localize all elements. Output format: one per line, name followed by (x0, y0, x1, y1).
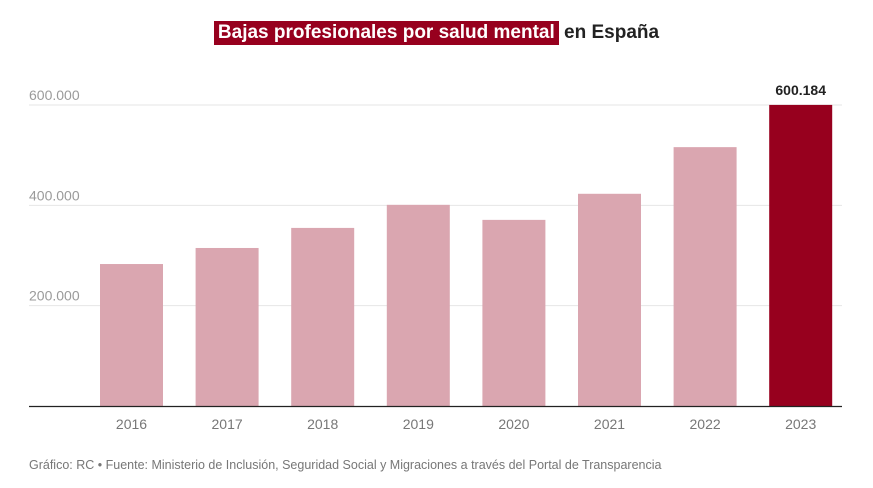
chart-title-highlight: Bajas profesionales por salud mental (213, 21, 559, 45)
x-tick-label: 2018 (307, 416, 338, 432)
x-axis-ticks: 2016 2017 2018 2019 2020 2021 2022 2023 (116, 416, 817, 432)
data-label: 600.184 (775, 82, 826, 98)
bar-2017 (195, 247, 259, 406)
chart-title: Bajas profesionales por salud mental en … (0, 21, 873, 45)
x-tick-label: 2023 (785, 416, 816, 432)
bar-2019 (386, 204, 450, 406)
x-tick-label: 2020 (498, 416, 529, 432)
y-tick-label: 400.000 (29, 187, 80, 203)
y-tick-label: 600.000 (29, 87, 80, 103)
x-tick-label: 2019 (403, 416, 434, 432)
bar-2016 (100, 264, 163, 406)
bar-2021 (578, 193, 641, 406)
y-axis-ticks: 200.000 400.000 600.000 (29, 87, 80, 304)
x-tick-label: 2017 (212, 416, 243, 432)
bar-2020 (482, 219, 546, 406)
y-tick-label: 200.000 (29, 288, 80, 304)
x-tick-label: 2022 (690, 416, 721, 432)
data-labels: 600.184 (775, 82, 826, 98)
bar-2023 (769, 104, 833, 407)
bar-2018 (291, 227, 355, 406)
x-tick-label: 2016 (116, 416, 147, 432)
chart-title-rest: en España (564, 22, 660, 43)
bars (100, 104, 833, 407)
source-note: Gráfico: RC • Fuente: Ministerio de Incl… (29, 458, 662, 472)
bar-2022 (673, 147, 737, 406)
x-tick-label: 2021 (594, 416, 625, 432)
